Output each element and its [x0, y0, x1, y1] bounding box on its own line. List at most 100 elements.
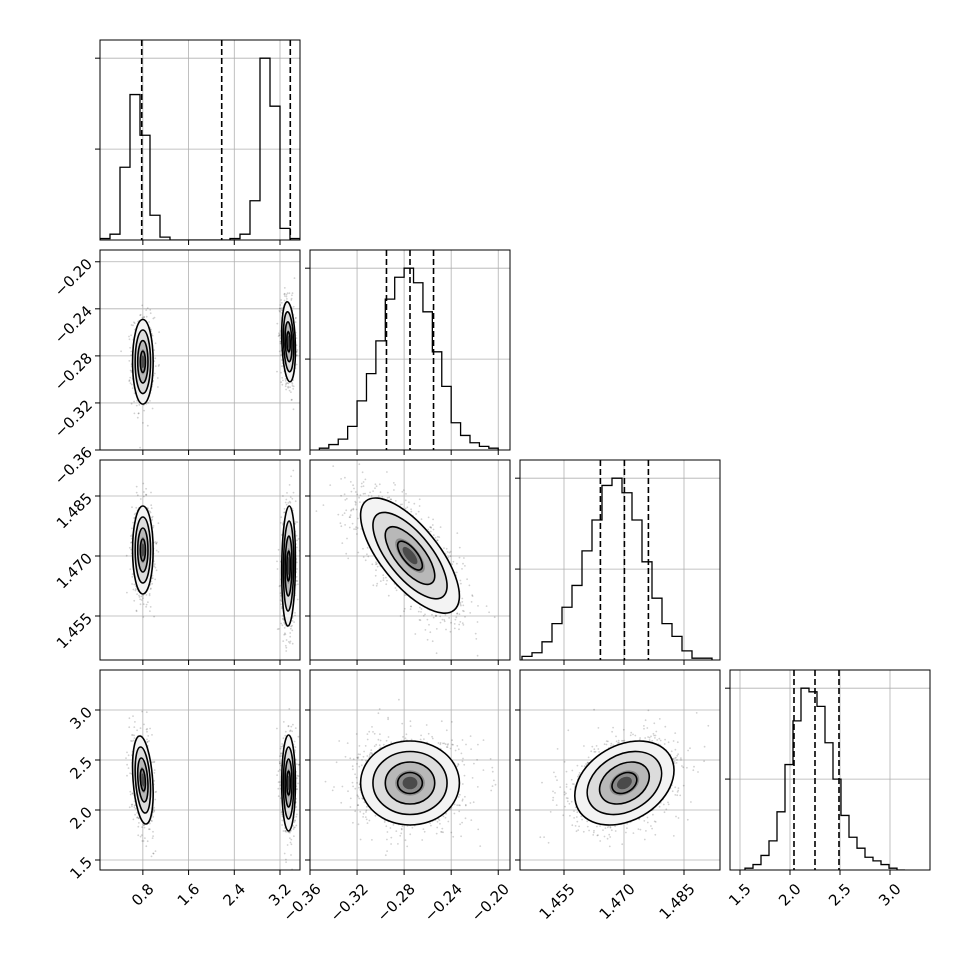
sample-point	[399, 615, 402, 617]
sample-point	[403, 610, 405, 613]
sample-point	[367, 494, 370, 497]
sample-point	[133, 412, 136, 415]
sample-point	[290, 297, 293, 300]
sample-point	[280, 371, 282, 374]
sample-point	[361, 471, 364, 474]
panel-1-1	[305, 249, 511, 455]
sample-point	[131, 740, 134, 742]
sample-point	[286, 298, 288, 300]
sample-point	[456, 532, 459, 534]
sample-point	[131, 734, 133, 736]
sample-point	[394, 484, 396, 486]
histogram-step	[318, 267, 499, 450]
sample-point	[285, 295, 288, 298]
sample-point	[126, 774, 128, 777]
sample-point	[152, 317, 155, 320]
sample-point	[146, 741, 149, 743]
sample-point	[444, 613, 447, 616]
sample-point	[146, 728, 149, 730]
sample-point	[128, 335, 130, 338]
sample-point	[149, 312, 152, 315]
sample-point	[432, 534, 435, 536]
sample-point	[280, 309, 283, 312]
y-tick-label: 1.470	[53, 549, 96, 592]
sample-point	[434, 615, 437, 617]
sample-point	[280, 594, 282, 597]
sample-point	[288, 484, 291, 486]
sample-point	[278, 350, 281, 353]
sample-point	[153, 760, 156, 763]
sample-point	[138, 596, 141, 598]
sample-point	[136, 812, 139, 814]
sample-point	[142, 603, 145, 605]
density-contour	[384, 525, 436, 586]
density-contour	[139, 538, 147, 562]
sample-point	[143, 723, 145, 726]
sample-point	[153, 810, 156, 813]
sample-point	[137, 412, 140, 415]
sample-point	[282, 379, 284, 382]
sample-point	[454, 618, 457, 621]
sample-point	[353, 487, 355, 490]
sample-point	[288, 389, 291, 392]
sample-point	[142, 840, 145, 842]
sample-point	[131, 576, 134, 578]
sample-point	[153, 780, 156, 782]
sample-point	[283, 627, 286, 629]
sample-point	[381, 496, 384, 498]
sample-point	[431, 524, 434, 526]
sample-point	[393, 489, 395, 491]
sample-point	[354, 500, 357, 503]
sample-point	[458, 623, 461, 626]
sample-point	[283, 299, 286, 302]
sample-point	[149, 309, 152, 311]
sample-point	[434, 536, 437, 539]
sample-point	[148, 321, 151, 323]
sample-point	[148, 822, 151, 825]
density-contour	[286, 330, 292, 353]
sample-point	[139, 598, 142, 601]
sample-point	[291, 398, 293, 401]
sample-point	[360, 528, 363, 530]
sample-point	[341, 542, 344, 544]
sample-point	[301, 485, 303, 487]
density-contour	[282, 310, 295, 373]
sample-point	[362, 547, 364, 550]
panel-1-0: −0.36−0.32−0.28−0.24−0.20	[51, 249, 301, 489]
sample-point	[132, 715, 134, 717]
sample-point	[132, 734, 134, 736]
sample-point	[152, 526, 155, 529]
sample-point	[453, 623, 456, 625]
sample-point	[386, 491, 389, 494]
sample-point	[128, 806, 131, 809]
sample-point	[366, 553, 368, 556]
sample-point	[142, 616, 145, 618]
sample-point	[351, 522, 354, 525]
sample-point	[130, 541, 132, 544]
sample-point	[445, 547, 448, 550]
sample-point	[132, 739, 135, 742]
sample-point	[461, 597, 464, 600]
sample-point	[154, 578, 157, 581]
sample-point	[296, 521, 299, 523]
sample-point	[290, 299, 293, 301]
sample-point	[154, 357, 157, 360]
sample-point	[395, 589, 398, 592]
sample-point	[375, 563, 377, 566]
sample-point	[130, 548, 133, 551]
sample-point	[348, 526, 351, 529]
sample-point	[143, 316, 145, 319]
sample-point	[145, 315, 148, 318]
sample-point	[278, 585, 281, 588]
sample-point	[377, 495, 380, 497]
sample-point	[362, 481, 365, 483]
sample-point	[432, 528, 435, 531]
sample-point	[282, 640, 285, 642]
sample-point	[276, 560, 278, 563]
sample-point	[277, 548, 280, 551]
sample-point	[463, 610, 465, 613]
density-contour	[134, 516, 152, 584]
sample-point	[131, 387, 134, 389]
sample-point	[362, 556, 365, 558]
